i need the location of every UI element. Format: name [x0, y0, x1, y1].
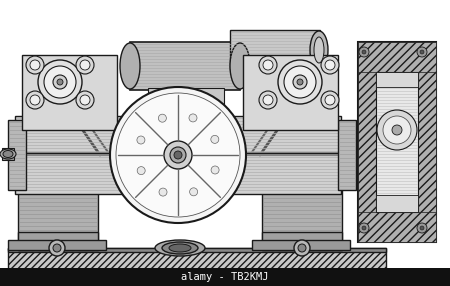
Circle shape — [110, 87, 246, 223]
Bar — [2, 148, 14, 160]
Ellipse shape — [120, 43, 140, 89]
Circle shape — [297, 79, 303, 85]
Bar — [22, 55, 117, 130]
Circle shape — [158, 114, 166, 122]
Circle shape — [362, 50, 366, 54]
Bar — [376, 195, 418, 212]
Bar — [338, 120, 356, 190]
Circle shape — [263, 95, 273, 105]
Bar — [358, 212, 436, 242]
Circle shape — [170, 147, 186, 163]
Ellipse shape — [230, 43, 250, 89]
Bar — [15, 116, 163, 194]
Bar — [8, 248, 386, 270]
Circle shape — [137, 167, 145, 175]
Circle shape — [57, 79, 63, 85]
Circle shape — [278, 60, 322, 104]
Bar — [252, 240, 350, 250]
Circle shape — [174, 151, 182, 159]
Circle shape — [359, 223, 369, 233]
Circle shape — [26, 91, 44, 109]
Circle shape — [325, 95, 335, 105]
Bar — [358, 42, 436, 72]
Circle shape — [294, 240, 310, 256]
Circle shape — [293, 75, 307, 89]
Circle shape — [76, 56, 94, 74]
Circle shape — [80, 60, 90, 70]
Circle shape — [80, 95, 90, 105]
Bar — [418, 42, 436, 242]
Circle shape — [26, 56, 44, 74]
Circle shape — [159, 188, 167, 196]
Circle shape — [137, 136, 145, 144]
Ellipse shape — [155, 240, 205, 256]
Bar — [193, 116, 341, 194]
Bar — [8, 120, 26, 190]
Circle shape — [377, 110, 417, 150]
Circle shape — [30, 60, 40, 70]
Circle shape — [420, 50, 424, 54]
Circle shape — [44, 66, 76, 98]
Circle shape — [284, 66, 316, 98]
Ellipse shape — [0, 149, 16, 159]
Circle shape — [325, 60, 335, 70]
Bar — [0, 268, 450, 286]
Circle shape — [53, 75, 67, 89]
Circle shape — [30, 95, 40, 105]
Circle shape — [362, 226, 366, 230]
Circle shape — [76, 91, 94, 109]
Bar — [376, 72, 418, 87]
Circle shape — [49, 240, 65, 256]
Circle shape — [211, 135, 219, 143]
Circle shape — [189, 114, 197, 122]
Bar — [130, 42, 240, 90]
Ellipse shape — [310, 31, 328, 69]
Bar — [8, 240, 106, 250]
Bar — [262, 188, 342, 250]
Circle shape — [321, 91, 339, 109]
Circle shape — [259, 91, 277, 109]
Circle shape — [420, 226, 424, 230]
Bar — [230, 30, 320, 70]
Circle shape — [392, 125, 402, 135]
Circle shape — [38, 60, 82, 104]
Circle shape — [263, 60, 273, 70]
Circle shape — [116, 93, 240, 217]
Circle shape — [417, 47, 427, 57]
Text: alamy - TB2KMJ: alamy - TB2KMJ — [181, 272, 269, 282]
Ellipse shape — [314, 37, 324, 63]
Bar — [8, 248, 386, 252]
Circle shape — [383, 116, 411, 144]
Circle shape — [298, 244, 306, 252]
Bar — [358, 42, 376, 242]
Bar — [262, 232, 342, 250]
Ellipse shape — [3, 150, 13, 158]
Circle shape — [164, 141, 192, 169]
Circle shape — [359, 47, 369, 57]
Circle shape — [211, 166, 219, 174]
Bar — [358, 42, 436, 242]
Circle shape — [189, 188, 198, 196]
Circle shape — [321, 56, 339, 74]
Bar — [18, 188, 98, 250]
Bar — [376, 72, 418, 212]
Bar — [148, 88, 224, 118]
Circle shape — [53, 244, 61, 252]
Ellipse shape — [162, 242, 198, 254]
Bar — [243, 55, 338, 130]
Circle shape — [259, 56, 277, 74]
Circle shape — [417, 223, 427, 233]
Bar — [18, 232, 98, 250]
Ellipse shape — [169, 244, 191, 252]
